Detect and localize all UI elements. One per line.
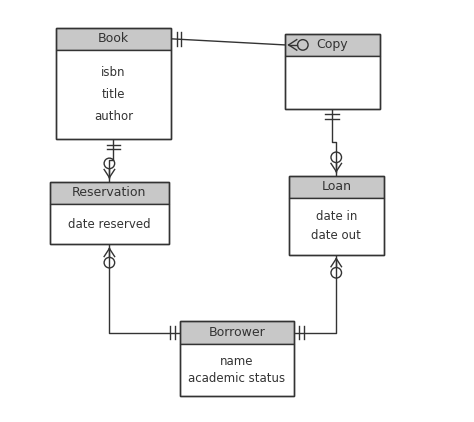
- Bar: [50, 181, 169, 204]
- Text: date in: date in: [316, 210, 357, 223]
- Bar: [56, 50, 171, 139]
- Bar: [50, 181, 169, 244]
- Bar: [180, 344, 294, 396]
- Text: title: title: [102, 88, 125, 101]
- Bar: [56, 28, 171, 139]
- Bar: [50, 204, 169, 244]
- Bar: [180, 322, 294, 344]
- Text: date out: date out: [311, 229, 361, 242]
- Bar: [289, 198, 384, 254]
- Bar: [284, 34, 380, 109]
- Text: Copy: Copy: [316, 38, 348, 51]
- Bar: [56, 28, 171, 50]
- Text: name: name: [220, 355, 254, 368]
- Text: academic status: academic status: [189, 372, 285, 385]
- Text: date reserved: date reserved: [68, 218, 151, 231]
- Bar: [289, 176, 384, 254]
- Bar: [180, 322, 294, 396]
- Bar: [284, 56, 380, 109]
- Text: Book: Book: [98, 32, 129, 45]
- Text: author: author: [94, 110, 133, 123]
- Text: Loan: Loan: [321, 180, 351, 193]
- Text: Borrower: Borrower: [209, 326, 265, 339]
- Text: isbn: isbn: [101, 66, 126, 79]
- Bar: [289, 176, 384, 198]
- Bar: [284, 34, 380, 56]
- Text: Reservation: Reservation: [72, 186, 146, 199]
